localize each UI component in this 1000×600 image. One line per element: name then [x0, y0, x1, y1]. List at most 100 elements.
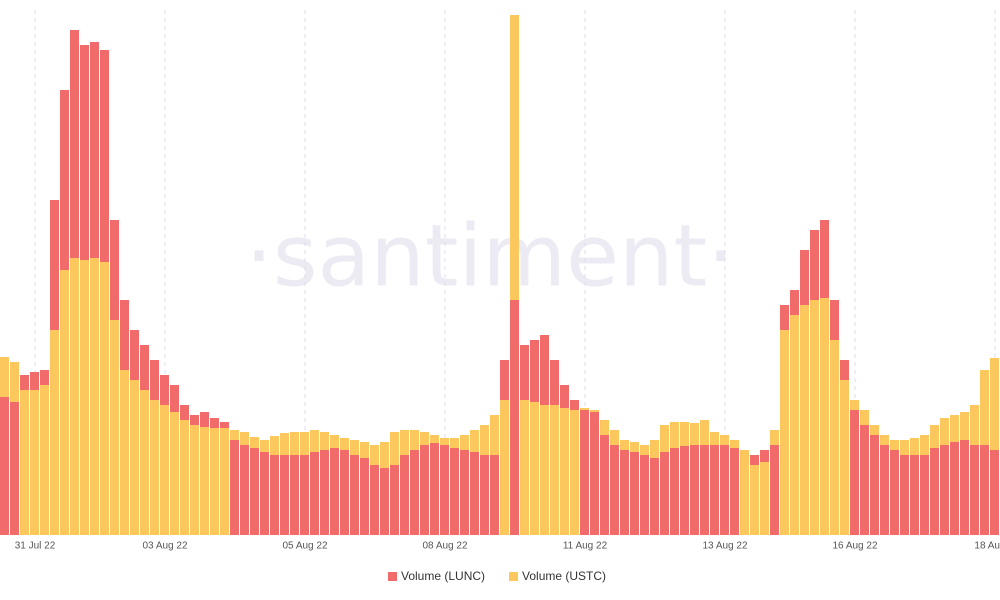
- bar: [110, 320, 119, 535]
- bar: [940, 445, 949, 535]
- bar: [980, 445, 989, 535]
- bar: [180, 420, 189, 535]
- bar: [630, 452, 639, 535]
- bar: [240, 445, 249, 535]
- bar: [350, 455, 359, 535]
- bar: [340, 450, 349, 535]
- bar: [550, 405, 559, 535]
- x-tick-label: 18 Au: [974, 541, 1000, 552]
- bar: [770, 445, 779, 535]
- bar: [320, 450, 329, 535]
- x-tick-label: 11 Aug 22: [563, 541, 608, 552]
- x-tick-label: 13 Aug 22: [702, 541, 747, 552]
- bar: [190, 425, 199, 535]
- bar: [460, 450, 469, 535]
- bar: [140, 390, 149, 535]
- bar: [20, 390, 29, 535]
- bar: [590, 412, 599, 535]
- bar: [480, 455, 489, 535]
- bar: [920, 455, 929, 535]
- bar: [620, 450, 629, 535]
- legend-label: Volume (USTC): [522, 569, 606, 583]
- bar: [520, 400, 529, 535]
- bar: [100, 262, 109, 535]
- bar: [660, 452, 669, 535]
- bar: [50, 330, 59, 535]
- bar: [830, 340, 839, 535]
- bar: [820, 298, 829, 535]
- bar: [840, 380, 849, 535]
- bar: [370, 465, 379, 535]
- bar: [850, 410, 859, 535]
- bar: [200, 427, 209, 535]
- watermark: ·santiment·: [245, 206, 734, 306]
- bar: [730, 448, 739, 535]
- bar: [700, 445, 709, 535]
- bar: [150, 400, 159, 535]
- bar: [500, 400, 509, 535]
- bar: [390, 465, 399, 535]
- bar: [580, 410, 589, 535]
- bar: [860, 425, 869, 535]
- bar: [430, 443, 439, 535]
- legend-swatch: [388, 572, 397, 581]
- bar: [120, 370, 129, 535]
- bar: [910, 455, 919, 535]
- bar: [40, 385, 49, 535]
- bar: [810, 300, 819, 535]
- bar: [650, 458, 659, 535]
- x-tick-label: 05 Aug 22: [282, 541, 327, 552]
- bar: [440, 445, 449, 535]
- bar: [930, 448, 939, 535]
- bar: [640, 455, 649, 535]
- bar: [600, 435, 609, 535]
- bar: [130, 380, 139, 535]
- bar: [30, 390, 39, 535]
- bar: [330, 448, 339, 535]
- bar: [510, 15, 519, 535]
- bar: [260, 452, 269, 535]
- bar: [960, 440, 969, 535]
- bar: [540, 405, 549, 535]
- bar: [990, 450, 999, 535]
- bar: [400, 455, 409, 535]
- bar: [470, 452, 479, 535]
- bar: [510, 300, 519, 535]
- bar: [750, 465, 759, 535]
- bar: [210, 428, 219, 535]
- bar: [490, 455, 499, 535]
- bar: [250, 448, 259, 535]
- bar: [310, 452, 319, 535]
- bar: [780, 330, 789, 535]
- bar: [890, 450, 899, 535]
- bar: [360, 458, 369, 535]
- bar: [300, 455, 309, 535]
- bar: [0, 397, 9, 535]
- bar: [290, 455, 299, 535]
- bar: [90, 258, 99, 535]
- bar: [970, 445, 979, 535]
- bar: [160, 405, 169, 535]
- x-tick-label: 03 Aug 22: [142, 541, 187, 552]
- bar: [270, 455, 279, 535]
- bar: [950, 442, 959, 535]
- bar: [530, 402, 539, 535]
- bar: [80, 260, 89, 535]
- bars: [0, 15, 999, 535]
- bar: [710, 445, 719, 535]
- bar: [790, 315, 799, 535]
- bar: [570, 410, 579, 535]
- bar: [720, 445, 729, 535]
- bar: [870, 435, 879, 535]
- bar: [230, 440, 239, 535]
- bar: [560, 408, 569, 535]
- x-tick-label: 31 Jul 22: [15, 541, 56, 552]
- bar: [990, 358, 999, 535]
- legend-swatch: [509, 572, 519, 581]
- bar: [70, 258, 79, 535]
- bar: [280, 455, 289, 535]
- bar: [450, 448, 459, 535]
- bar: [680, 446, 689, 535]
- bar: [610, 445, 619, 535]
